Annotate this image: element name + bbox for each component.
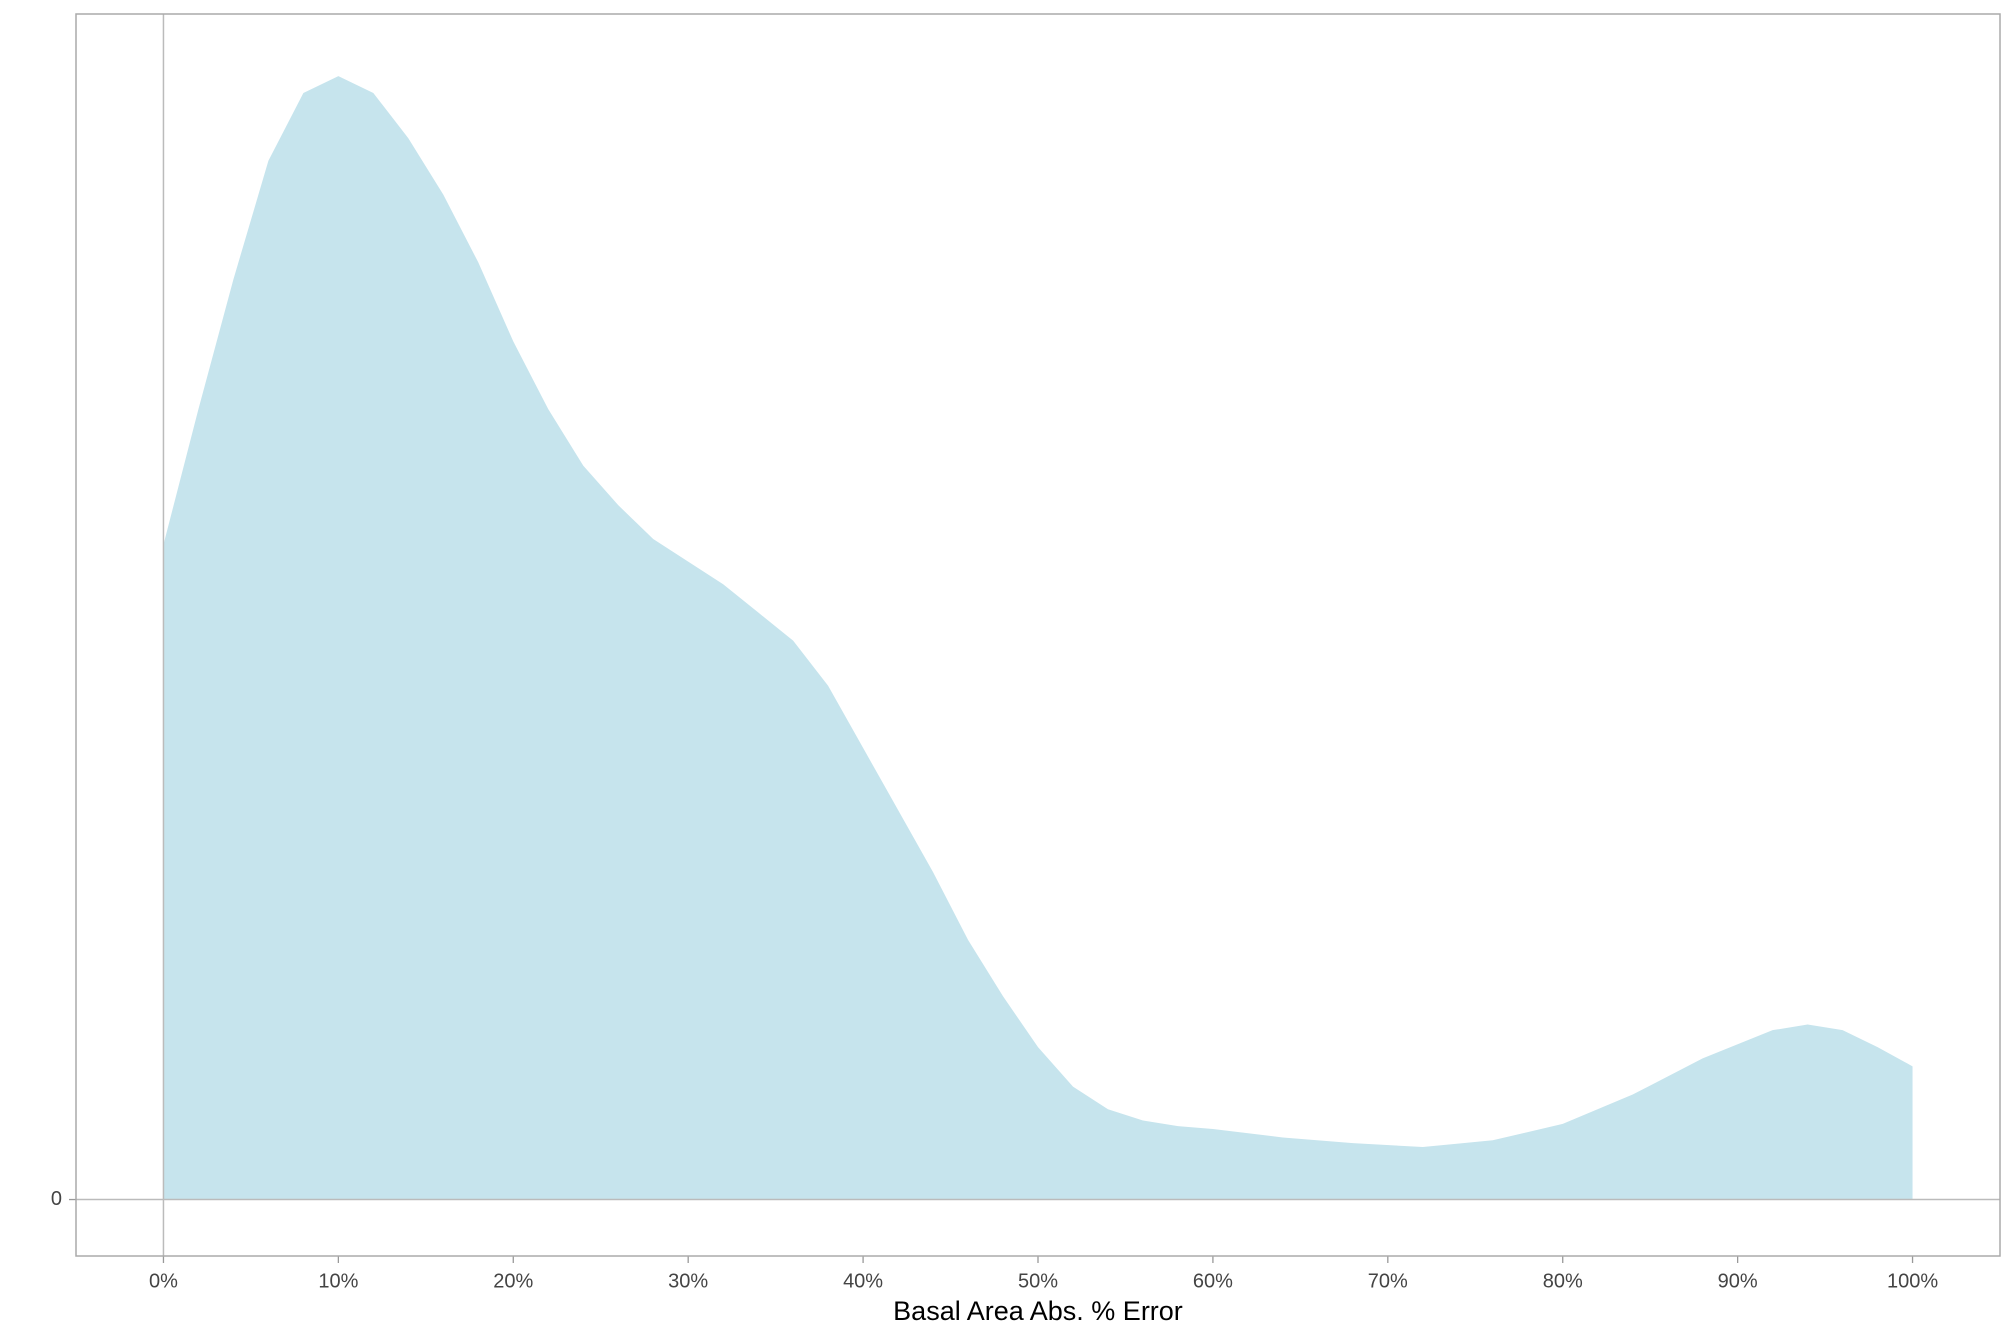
x-tick-label: 80% — [1543, 1270, 1583, 1292]
plot-frame — [75, 13, 2001, 1257]
x-axis-title: Basal Area Abs. % Error — [893, 1296, 1183, 1326]
x-tick-label: 30% — [668, 1270, 708, 1292]
x-tick-label: 10% — [318, 1270, 358, 1292]
x-tick-label: 90% — [1718, 1270, 1758, 1292]
x-tick-label: 70% — [1368, 1270, 1408, 1292]
x-tick-label: 0% — [149, 1270, 178, 1292]
x-tick-label: 20% — [493, 1270, 533, 1292]
y-tick-label: 0 — [51, 1188, 62, 1210]
x-tick-label: 60% — [1193, 1270, 1233, 1292]
density-area — [163, 76, 1913, 1200]
x-tick-label: 100% — [1887, 1270, 1938, 1292]
x-tick-label: 50% — [1018, 1270, 1058, 1292]
x-tick-label: 40% — [843, 1270, 883, 1292]
